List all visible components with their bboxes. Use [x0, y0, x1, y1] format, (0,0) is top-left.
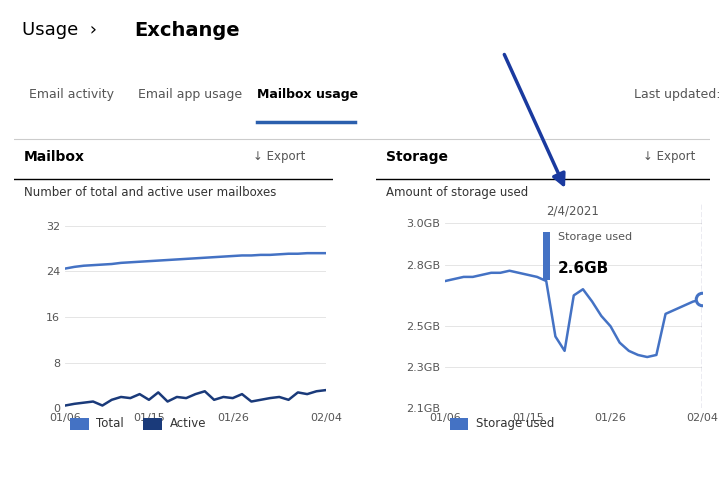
Text: Email app usage: Email app usage: [138, 88, 242, 101]
Text: Active: Active: [169, 417, 206, 430]
Text: Last updated:: Last updated:: [634, 88, 720, 101]
Text: Exchange: Exchange: [134, 21, 240, 40]
Text: ↓ Export: ↓ Export: [643, 150, 695, 163]
Text: Total: Total: [96, 417, 125, 430]
Text: 2/4/2021: 2/4/2021: [547, 204, 599, 218]
Text: Mailbox usage: Mailbox usage: [257, 88, 358, 101]
Text: Mailbox: Mailbox: [24, 150, 85, 164]
Bar: [544, 232, 550, 280]
Text: Storage used: Storage used: [476, 417, 555, 430]
Text: Storage used: Storage used: [557, 232, 631, 242]
Text: Usage  ›: Usage ›: [22, 21, 97, 39]
Text: Amount of storage used: Amount of storage used: [387, 186, 529, 199]
Text: 2.6GB: 2.6GB: [557, 260, 609, 276]
Bar: [70, 418, 88, 430]
Text: ↓ Export: ↓ Export: [253, 150, 306, 163]
Text: Email activity: Email activity: [29, 88, 114, 101]
Bar: [143, 418, 161, 430]
Text: Storage: Storage: [387, 150, 448, 164]
Bar: [450, 418, 468, 430]
Text: Number of total and active user mailboxes: Number of total and active user mailboxe…: [24, 186, 277, 199]
